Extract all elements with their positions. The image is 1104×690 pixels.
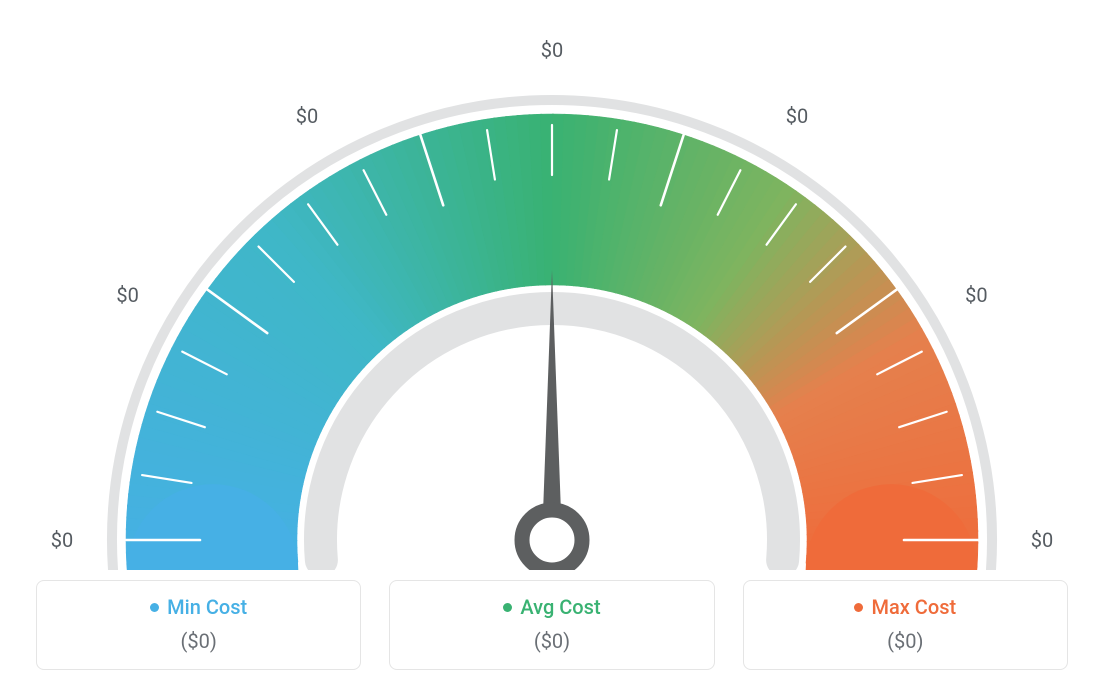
legend-card-max: Max Cost ($0) [743,580,1068,670]
legend-title-max: Max Cost [854,595,956,619]
legend-label-max: Max Cost [871,595,956,619]
gauge-scale-label: $0 [541,38,563,62]
gauge-scale-label: $0 [786,104,808,128]
gauge-scale-label: $0 [116,283,138,307]
legend-card-min: Min Cost ($0) [36,580,361,670]
legend-value-max: ($0) [762,629,1049,653]
legend-value-min: ($0) [55,629,342,653]
legend-value-avg: ($0) [408,629,695,653]
legend-dot-max [854,603,863,612]
legend-dot-avg [503,603,512,612]
legend-dot-min [150,603,159,612]
gauge-container: $0 $0 $0 $0 $0 $0 $0 [52,10,1052,570]
legend-title-avg: Avg Cost [503,595,600,619]
legend-row: Min Cost ($0) Avg Cost ($0) Max Cost ($0… [0,580,1104,670]
gauge-scale-label: $0 [296,104,318,128]
gauge-scale-label: $0 [965,283,987,307]
gauge-scale-label: $0 [1031,528,1053,552]
legend-label-avg: Avg Cost [520,595,600,619]
legend-label-min: Min Cost [167,595,247,619]
gauge-scale-label: $0 [51,528,73,552]
gauge-needle-hub [522,510,582,570]
gauge-chart [52,10,1052,570]
legend-card-avg: Avg Cost ($0) [389,580,714,670]
legend-title-min: Min Cost [150,595,247,619]
